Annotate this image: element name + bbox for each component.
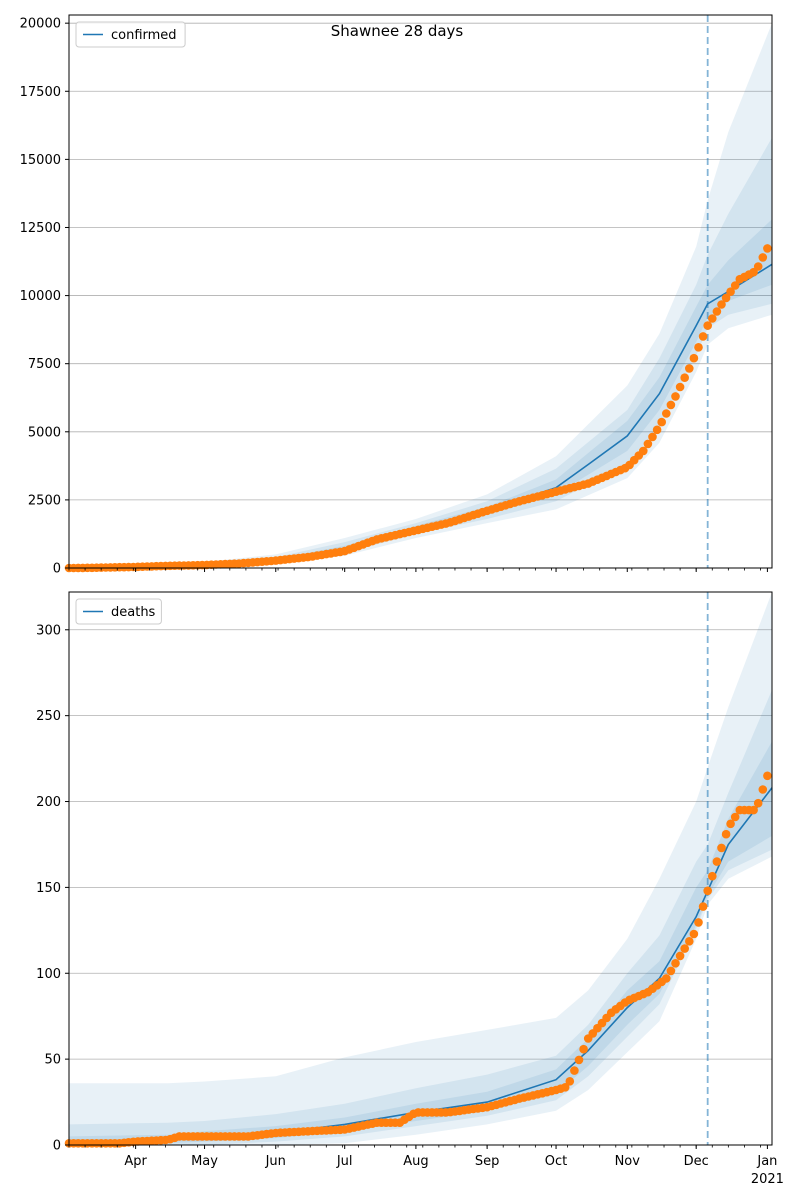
legend-label: deaths bbox=[111, 605, 156, 620]
observed-point bbox=[763, 771, 772, 781]
observed-point bbox=[639, 446, 648, 456]
y-tick-label: 20000 bbox=[20, 17, 61, 32]
observed-point bbox=[708, 871, 717, 881]
observed-point bbox=[758, 785, 768, 794]
observed-point bbox=[666, 400, 676, 410]
observed-point bbox=[717, 843, 726, 853]
axes-frame bbox=[68, 14, 773, 569]
observed-point bbox=[708, 314, 717, 323]
observed-point bbox=[671, 959, 680, 968]
legend: confirmed bbox=[75, 21, 186, 48]
observed-point bbox=[648, 432, 657, 442]
observed-point bbox=[721, 829, 731, 839]
observed-point bbox=[657, 417, 666, 427]
observed-point bbox=[763, 244, 772, 253]
x-tick-label: Jul bbox=[336, 1154, 353, 1169]
x-tick-label: Sep bbox=[475, 1154, 500, 1169]
observed-point bbox=[712, 857, 722, 866]
observed-point bbox=[675, 951, 685, 961]
x-tick-label: Jan bbox=[756, 1154, 777, 1169]
observed-point bbox=[662, 409, 671, 418]
y-tick-label: 2500 bbox=[28, 493, 61, 508]
y-tick-label: 150 bbox=[36, 881, 61, 896]
confidence-band bbox=[69, 741, 772, 1145]
confidence-band bbox=[69, 137, 772, 568]
deaths-panel: 0 50 100 150 200 250 300 Apr May Jun Jul Aug Sep Oct N… bbox=[36, 591, 784, 1187]
x-tick-label: Aug bbox=[403, 1154, 428, 1169]
observed-point bbox=[685, 364, 694, 373]
axes-frame bbox=[68, 591, 773, 1146]
observed-point bbox=[749, 267, 758, 277]
y-tick-label: 200 bbox=[36, 795, 61, 810]
observed-point bbox=[689, 353, 699, 363]
figure-title: Shawnee 28 days bbox=[331, 22, 464, 40]
observed-point bbox=[698, 902, 708, 911]
x-tick-label: Oct bbox=[545, 1154, 567, 1169]
y-tick-label: 300 bbox=[36, 623, 61, 638]
observed-point bbox=[712, 307, 722, 316]
x-tick-label: Nov bbox=[615, 1154, 641, 1169]
legend-box bbox=[75, 598, 162, 625]
observed-point bbox=[652, 425, 662, 435]
observed-point bbox=[666, 966, 676, 976]
x-tick-label: Jun bbox=[265, 1154, 286, 1169]
y-tick-label: 0 bbox=[53, 562, 61, 577]
observed-point bbox=[749, 805, 758, 815]
y-tick-label: 17500 bbox=[20, 85, 61, 100]
y-tick-label: 12500 bbox=[20, 221, 61, 236]
observed-point bbox=[721, 293, 731, 303]
observed-point bbox=[694, 918, 703, 927]
observed-point bbox=[694, 343, 703, 352]
observed-point bbox=[698, 332, 708, 341]
observed-point bbox=[703, 321, 712, 330]
observed-point bbox=[680, 944, 689, 953]
observed-point bbox=[671, 392, 680, 401]
y-tick-label: 0 bbox=[53, 1139, 61, 1154]
observed-point bbox=[730, 812, 740, 822]
observed-point bbox=[675, 382, 685, 392]
observed-point bbox=[726, 819, 735, 829]
observed-point bbox=[753, 798, 763, 808]
observed-point bbox=[680, 373, 689, 383]
observed-point bbox=[685, 937, 694, 946]
observed-point bbox=[753, 262, 763, 271]
observed-point bbox=[689, 929, 699, 939]
observed-point bbox=[574, 1055, 584, 1065]
observed-point bbox=[717, 300, 726, 309]
observed-point bbox=[758, 253, 768, 262]
x-year-label: 2021 bbox=[751, 1172, 784, 1187]
y-tick-label: 250 bbox=[36, 709, 61, 724]
y-tick-label: 15000 bbox=[20, 153, 61, 168]
observed-point bbox=[703, 886, 712, 896]
observed-point bbox=[643, 439, 653, 449]
legend-label: confirmed bbox=[111, 28, 177, 43]
observed-point bbox=[565, 1077, 575, 1086]
legend: deaths bbox=[75, 598, 162, 625]
observed-point bbox=[570, 1066, 579, 1075]
observed-point bbox=[579, 1044, 588, 1054]
confidence-band bbox=[69, 219, 772, 569]
y-tick-label: 5000 bbox=[28, 425, 61, 440]
observed-point bbox=[560, 1083, 570, 1092]
y-tick-label: 10000 bbox=[20, 289, 61, 304]
confidence-band bbox=[69, 592, 772, 1145]
y-tick-label: 7500 bbox=[28, 357, 61, 372]
y-tick-label: 100 bbox=[36, 967, 61, 982]
confirmed-panel: 0 2500 5000 7500 10000 12500 15000 17500 20000 co… bbox=[20, 14, 773, 577]
legend-box bbox=[75, 21, 186, 48]
x-tick-label: May bbox=[191, 1154, 218, 1169]
x-tick-label: Apr bbox=[124, 1154, 147, 1169]
x-tick-label: Dec bbox=[684, 1154, 709, 1169]
confidence-band bbox=[69, 23, 772, 568]
y-tick-label: 50 bbox=[44, 1053, 61, 1068]
observed-point bbox=[730, 281, 740, 290]
observed-point bbox=[662, 974, 671, 983]
observed-point bbox=[726, 287, 735, 297]
